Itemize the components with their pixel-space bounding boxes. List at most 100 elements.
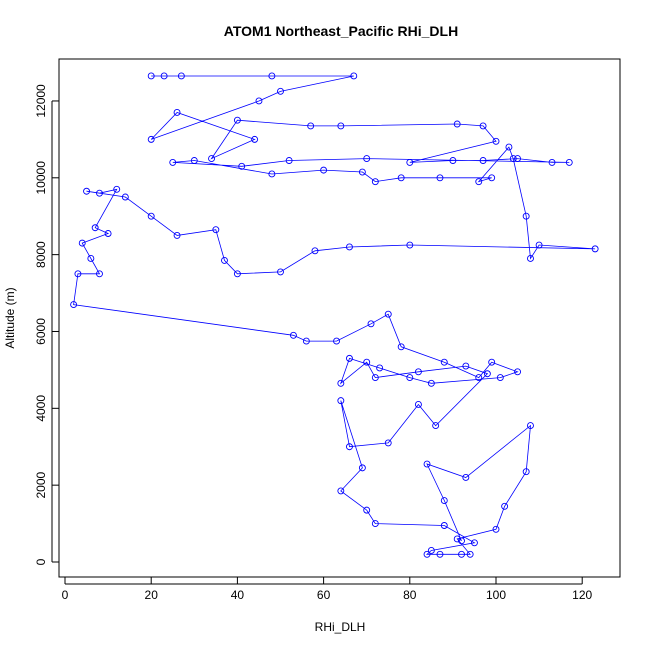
data-point [367,320,375,328]
data-point [277,87,284,95]
data-point [371,520,379,528]
data-point [423,460,431,468]
x-tick-label: 20 [145,588,159,602]
data-point [522,468,530,476]
x-tick-label: 120 [572,588,592,602]
data-point [363,358,371,366]
data-point [427,547,435,554]
y-tick-label: 6000 [34,318,48,345]
data-point [432,422,440,430]
data-point [289,331,297,339]
data-point [514,155,521,163]
x-tick-label: 60 [317,588,331,602]
data-point [350,72,358,80]
data-point [427,379,435,387]
y-tick-label: 8000 [34,241,48,268]
data-point [397,343,405,351]
data-point [471,539,478,547]
data-point [414,401,422,408]
data-point [488,174,496,182]
y-tick-label: 0 [34,558,48,565]
y-tick-label: 12000 [34,84,48,118]
data-point [496,374,504,382]
data-point [337,397,345,405]
data-point [337,122,345,130]
data-point [475,374,483,382]
data-point [74,270,82,278]
data-point [548,158,556,166]
data-point [238,162,246,170]
chart-title: ATOM1 Northeast_Pacific RHi_DLH [224,23,458,39]
data-point [311,247,319,255]
data-point [479,122,487,130]
data-point [233,270,241,278]
data-point [96,270,103,278]
data-point [492,525,500,533]
data-point [233,116,241,124]
data-point [462,362,470,370]
data-point [406,158,414,166]
data-point [302,337,310,345]
data-point [436,174,444,182]
data-point [453,120,461,128]
data-point [527,422,534,430]
data-point [212,226,220,234]
data-point [147,135,155,143]
data-point [169,158,177,166]
data-point [78,239,86,247]
data-point [458,550,465,558]
data-point [414,368,422,376]
x-tick-label: 100 [486,588,506,602]
y-tick-label: 10000 [34,161,48,195]
data-point [358,464,366,472]
data-point [514,368,521,376]
data-point [527,255,534,262]
data-point [591,245,599,253]
data-point [255,97,263,105]
data-point [509,155,517,163]
data-point [440,497,448,504]
y-tick-label: 2000 [34,471,48,498]
data-point [346,354,353,362]
data-point [268,170,276,178]
data-point [87,255,95,262]
data-point [363,506,371,514]
x-tick-label: 40 [231,588,245,602]
data-point [91,224,99,232]
data-point [320,166,328,174]
data-point [337,487,345,495]
y-axis-label: Altitude (m) [3,287,17,348]
data-point [462,474,470,481]
data-point [70,301,78,309]
data-point [333,337,340,345]
data-point [268,72,276,80]
data-point [384,310,392,318]
data-point [488,358,496,366]
x-axis-label: RHi_DLH [315,620,366,634]
data-point [440,522,448,529]
data-point [492,137,500,145]
data-point [160,72,168,80]
data-point [535,241,543,249]
data-point [104,230,112,237]
data-point [505,143,513,151]
data-point [397,174,405,182]
x-tick-label: 80 [403,588,417,602]
data-point [83,187,91,195]
data-point [208,155,215,163]
x-tick-label: 0 [62,588,69,602]
data-point [522,212,530,220]
data-point [251,135,259,143]
data-point [406,241,414,249]
data-point [147,72,155,80]
data-point [147,212,155,220]
y-axis: 0 2000 4000 6000 8000 10000 12000 [34,84,59,565]
y-tick-label: 4000 [34,395,48,422]
data-point [121,193,129,201]
data-point [501,502,509,510]
data-point [307,122,315,130]
data-point [346,443,353,451]
data-point [449,157,457,164]
data-point [406,374,414,382]
